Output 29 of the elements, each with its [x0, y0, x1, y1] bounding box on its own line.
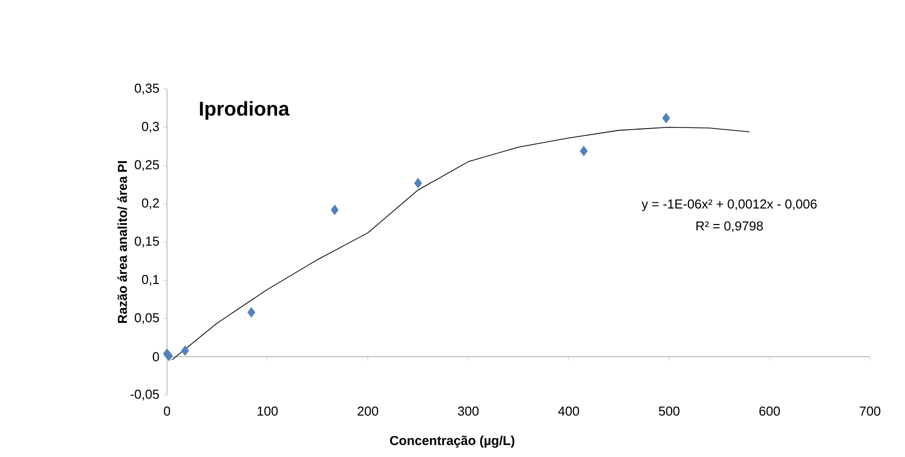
- text: Iprodiona: [200, 101, 290, 120]
- point: [181, 345, 190, 356]
- y-tick-label: 0,15: [134, 236, 159, 248]
- x-tick-label: 100: [258, 406, 278, 416]
- x-tick-label: 600: [759, 406, 780, 416]
- point: [580, 146, 588, 156]
- y-tick-label: 0,1: [142, 274, 159, 286]
- x-tick-label: 500: [658, 406, 680, 416]
- point: [247, 307, 256, 318]
- point: [414, 178, 422, 188]
- y-tick-label: 0,3: [142, 122, 159, 133]
- annotation: R² = 0,9798: [696, 221, 763, 232]
- y-axis-title: Razão área analito/ área PI: [117, 161, 128, 323]
- y-tick-label: 0,05: [134, 313, 159, 324]
- y-tick-label: 0: [152, 352, 159, 362]
- y-tick-label: 0,2: [142, 198, 159, 210]
- y-tick-label: 0,35: [134, 84, 159, 94]
- x-tick-label: 400: [558, 406, 580, 416]
- annotation: y = -1E-06x² + 0,0012x - 0,006: [642, 199, 817, 212]
- x-tick-label: 200: [358, 406, 378, 416]
- x-tick-label: 0: [164, 406, 170, 416]
- y-tick-label: -0,05: [130, 390, 159, 400]
- point: [662, 112, 670, 124]
- x-tick-label: 300: [458, 406, 479, 416]
- y-tick-label: 0,25: [134, 160, 159, 171]
- point: [165, 350, 173, 362]
- x-axis-title: Concentração (µg/L): [390, 436, 514, 448]
- point: [330, 204, 339, 216]
- x-tick-label: 700: [860, 406, 880, 416]
